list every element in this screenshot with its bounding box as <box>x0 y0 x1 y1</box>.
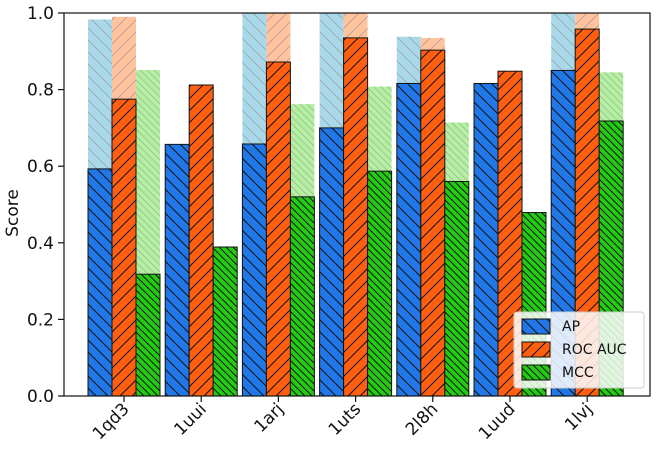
upper-hatch-bar-mcc-1lvj <box>599 72 624 122</box>
y-tick-label-0.2: 0.2 <box>27 310 54 330</box>
legend-label-mcc: MCC <box>562 365 594 381</box>
upper-hatch-bar-mcc-1arj <box>290 104 315 197</box>
upper-hatch-bar-mcc-1qd3 <box>136 70 160 275</box>
upper-hatch-bar-ap-2l8h <box>396 36 421 84</box>
hatch-bar-ap-1arj <box>241 143 267 397</box>
x-tick-label-1arj: 1arj <box>250 399 287 436</box>
x-tick-label-1uui: 1uui <box>170 399 210 439</box>
legend-item-mcc: MCC <box>521 364 594 381</box>
upper-hatch-bar-ap-1qd3 <box>88 19 112 169</box>
x-tick-label-1uud: 1uud <box>475 399 520 444</box>
upper-hatch-bar-roc-auc-1uts <box>343 13 368 38</box>
x-tick-label-1lvj: 1lvj <box>561 399 597 435</box>
x-tick-label-2l8h: 2l8h <box>402 399 442 439</box>
y-tick-label-0.6: 0.6 <box>27 157 54 177</box>
upper-hatch-bar-roc-auc-1arj <box>266 13 291 63</box>
hatch-bar-mcc-1uui <box>212 246 238 397</box>
hatch-bar-roc-auc-1qd3 <box>111 98 137 397</box>
y-tick-label-0.4: 0.4 <box>27 234 54 254</box>
upper-hatch-bar-ap-1uts <box>319 13 344 128</box>
hatch-bar-mcc-1qd3 <box>135 273 161 397</box>
upper-hatch-bar-roc-auc-1qd3 <box>112 16 136 100</box>
hatch-bar-mcc-1arj <box>289 196 315 397</box>
hatch-bar-ap-1qd3 <box>87 168 113 397</box>
upper-hatch-bar-ap-1lvj <box>551 13 576 71</box>
upper-hatch-bar-mcc-2l8h <box>444 122 469 182</box>
y-tick-label-0.8: 0.8 <box>27 81 54 101</box>
legend: AP ROC AUC MCC <box>513 311 645 389</box>
hatch-bar-mcc-1uts <box>367 170 393 397</box>
legend-label-roc-auc: ROC AUC <box>562 342 627 358</box>
legend-hatch-roc-auc <box>522 342 550 357</box>
legend-item-ap: AP <box>521 318 580 335</box>
plot-frame <box>63 12 651 397</box>
hatch-bar-ap-1uui <box>164 143 190 397</box>
upper-hatch-bar-roc-auc-2l8h <box>420 37 445 51</box>
y-tick-label-1.0: 1.0 <box>27 4 54 24</box>
legend-item-roc-auc: ROC AUC <box>521 341 627 358</box>
legend-hatch-mcc <box>522 365 550 380</box>
upper-hatch-bar-ap-1arj <box>242 13 267 144</box>
legend-hatch-ap <box>522 319 550 334</box>
upper-bars-layer <box>88 13 624 275</box>
x-tick-label-1uts: 1uts <box>325 399 365 439</box>
upper-hatch-bar-mcc-1uts <box>367 86 392 172</box>
y-axis-title: Score <box>3 189 23 237</box>
y-tick-label-0.0: 0.0 <box>27 387 54 407</box>
hatch-bar-mcc-2l8h <box>444 181 470 397</box>
x-tick-label-1qd3: 1qd3 <box>89 399 134 444</box>
hatch-bar-roc-auc-1uui <box>188 84 214 397</box>
hatch-bar-ap-1uud <box>473 82 499 397</box>
hatch-bar-ap-2l8h <box>396 82 422 397</box>
hatch-bar-ap-1uts <box>319 127 345 397</box>
legend-label-ap: AP <box>562 319 580 335</box>
upper-hatch-bar-roc-auc-1lvj <box>575 13 600 30</box>
hatch-bar-roc-auc-1uts <box>343 37 369 397</box>
hatch-bar-roc-auc-2l8h <box>420 49 446 397</box>
hatch-bar-roc-auc-1arj <box>265 61 291 397</box>
